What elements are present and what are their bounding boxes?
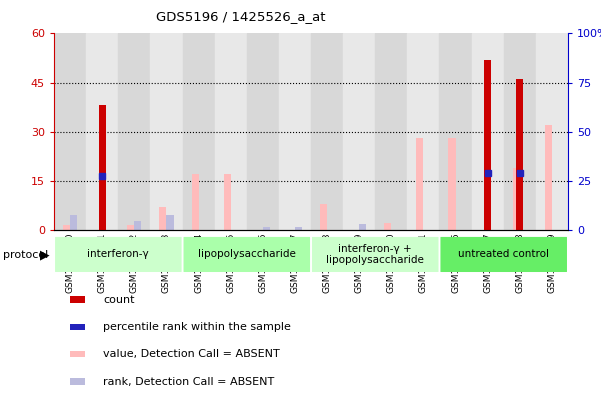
Text: protocol: protocol [3, 250, 48, 260]
Bar [86, 33, 118, 230]
Bar [472, 33, 504, 230]
Bar [384, 223, 391, 230]
Bar [516, 79, 523, 230]
Text: GDS5196 / 1425526_a_at: GDS5196 / 1425526_a_at [156, 10, 325, 23]
Text: rank, Detection Call = ABSENT: rank, Detection Call = ABSENT [103, 376, 274, 387]
FancyBboxPatch shape [183, 237, 310, 272]
Bar [166, 215, 174, 230]
Bar [118, 33, 150, 230]
Bar [439, 33, 472, 230]
FancyBboxPatch shape [441, 237, 567, 272]
Bar [159, 207, 166, 230]
Text: ▶: ▶ [40, 248, 50, 261]
Bar [375, 33, 407, 230]
FancyBboxPatch shape [55, 237, 182, 272]
Bar [407, 33, 439, 230]
Bar [70, 324, 85, 330]
Bar [545, 125, 552, 230]
Bar [311, 33, 343, 230]
Bar [484, 60, 491, 230]
Bar [320, 204, 327, 230]
Bar [263, 227, 270, 230]
Bar [127, 225, 135, 230]
Bar [416, 138, 424, 230]
Text: percentile rank within the sample: percentile rank within the sample [103, 322, 291, 332]
Bar [247, 33, 279, 230]
Text: interferon-γ: interferon-γ [88, 250, 149, 259]
Bar [448, 138, 456, 230]
Bar [295, 227, 302, 230]
Text: interferon-γ +
lipopolysaccharide: interferon-γ + lipopolysaccharide [326, 244, 424, 265]
Bar [215, 33, 247, 230]
Bar [504, 33, 536, 230]
Bar [192, 174, 198, 230]
Bar [70, 351, 85, 357]
Bar [359, 224, 366, 230]
Bar [63, 225, 70, 230]
Bar [70, 296, 85, 303]
Bar [224, 174, 231, 230]
Bar [70, 378, 85, 385]
Bar [183, 33, 215, 230]
Bar [54, 33, 86, 230]
FancyBboxPatch shape [312, 237, 439, 272]
Bar [279, 33, 311, 230]
Bar [150, 33, 183, 230]
Text: value, Detection Call = ABSENT: value, Detection Call = ABSENT [103, 349, 279, 359]
Bar [135, 221, 141, 230]
Text: lipopolysaccharide: lipopolysaccharide [198, 250, 296, 259]
Bar [513, 168, 520, 230]
Bar [536, 33, 568, 230]
Text: untreated control: untreated control [458, 250, 549, 259]
Text: count: count [103, 294, 135, 305]
Bar [343, 33, 375, 230]
Bar [70, 215, 77, 230]
Bar [99, 105, 106, 230]
